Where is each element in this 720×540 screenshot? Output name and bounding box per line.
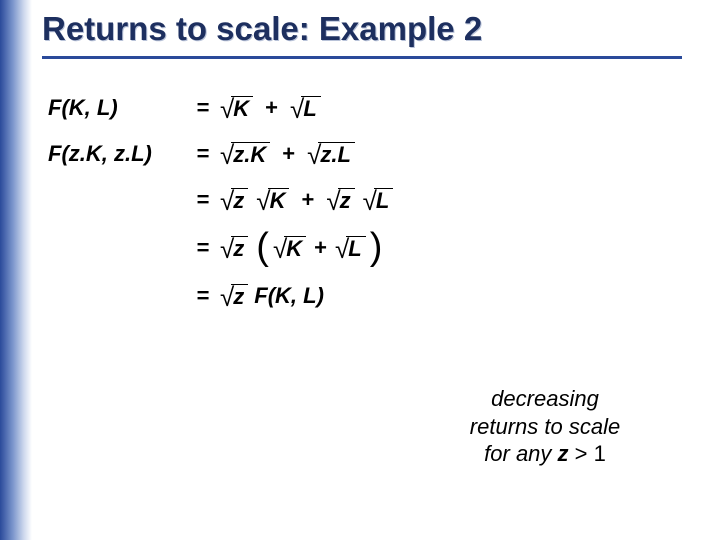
- slide-title: Returns to scale: Example 2: [42, 10, 700, 56]
- annotation-gt1: > 1: [569, 441, 606, 466]
- equals-sign: =: [188, 283, 218, 309]
- sqrt-zK: √z.K: [220, 142, 270, 167]
- sqrt-z: √z: [220, 284, 248, 309]
- title-underline: [42, 56, 682, 59]
- sqrt-z: √z: [220, 236, 248, 261]
- left-gradient-stripe: [0, 0, 32, 540]
- sqrt-L: √L: [335, 236, 366, 261]
- sqrt-K: √K: [256, 188, 289, 213]
- annotation-text: decreasing returns to scale for any z > …: [420, 385, 670, 468]
- equation-row-1: F(K, L) = √K + √L: [48, 95, 468, 121]
- sqrt-K: √K: [220, 96, 253, 121]
- F-of-KL: F(K, L): [254, 283, 324, 309]
- annotation-line1: decreasing: [491, 386, 599, 411]
- plus-sign: +: [314, 235, 327, 261]
- equation-row-4: = √z ( √K + √L ): [48, 233, 468, 263]
- sqrt-z: √z: [220, 188, 248, 213]
- annotation-line3-pre: for any: [484, 441, 557, 466]
- annotation-line2: returns to scale: [470, 414, 620, 439]
- eq1-rhs: √K + √L: [218, 95, 468, 121]
- eq3-rhs: √z √K + √z √L: [218, 187, 468, 213]
- equation-column: F(K, L) = √K + √L F(z.K, z.L) = √z.K + √…: [48, 95, 468, 329]
- equals-sign: =: [188, 235, 218, 261]
- equals-sign: =: [188, 187, 218, 213]
- equals-sign: =: [188, 141, 218, 167]
- equation-row-2: F(z.K, z.L) = √z.K + √z.L: [48, 141, 468, 167]
- sqrt-z: √z: [326, 188, 354, 213]
- eq2-rhs: √z.K + √z.L: [218, 141, 468, 167]
- close-paren: ): [370, 232, 383, 262]
- sqrt-L: √L: [363, 188, 394, 213]
- title-block: Returns to scale: Example 2: [42, 10, 700, 59]
- eq1-lhs: F(K, L): [48, 95, 188, 121]
- eq5-rhs: √z F(K, L): [218, 283, 468, 309]
- slide: Returns to scale: Example 2 F(K, L) = √K…: [0, 0, 720, 540]
- equation-row-5: = √z F(K, L): [48, 283, 468, 309]
- eq2-lhs: F(z.K, z.L): [48, 141, 188, 167]
- equation-row-3: = √z √K + √z √L: [48, 187, 468, 213]
- eq4-rhs: √z ( √K + √L ): [218, 233, 468, 263]
- annotation-var-z: z: [558, 441, 569, 466]
- sqrt-zL: √z.L: [307, 142, 355, 167]
- paren-group: ( √K + √L ): [254, 233, 384, 263]
- sqrt-K: √K: [273, 236, 306, 261]
- plus-sign: +: [282, 141, 295, 167]
- equals-sign: =: [188, 95, 218, 121]
- plus-sign: +: [265, 95, 278, 121]
- plus-sign: +: [301, 187, 314, 213]
- sqrt-L: √L: [290, 96, 321, 121]
- open-paren: (: [256, 232, 269, 262]
